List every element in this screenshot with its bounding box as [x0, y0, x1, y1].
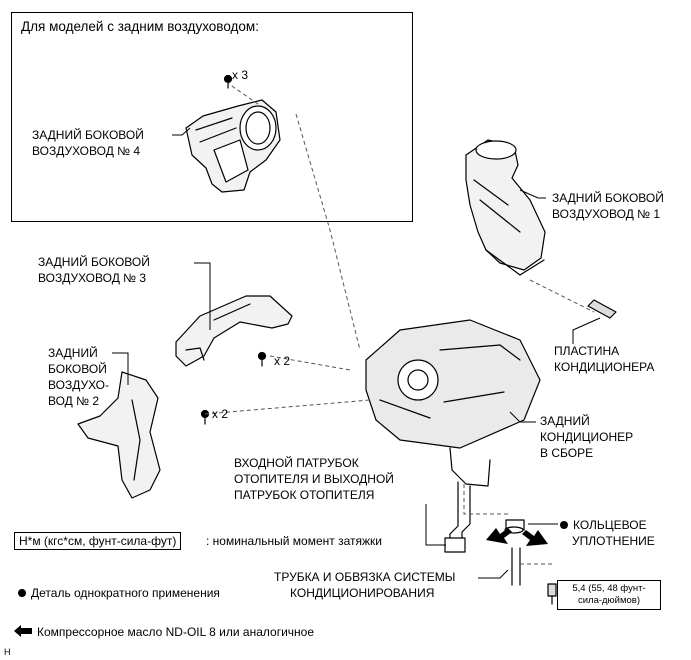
duct2-label-line3: ВОЗДУХО- — [48, 378, 110, 392]
duct2-label-line2: БОКОВОЙ — [48, 362, 107, 376]
unit-label-line2: КОНДИЦИОНЕР — [540, 430, 634, 444]
non-reusable-bullet-icon — [18, 589, 26, 597]
rear-side-duct-3-drawing — [175, 295, 293, 367]
pipes-label-line3: ПАТРУБОК ОТОПИТЕЛЯ — [234, 488, 375, 502]
heater-pipes-drawing — [444, 481, 471, 553]
plate-label-line2: КОНДИЦИОНЕРА — [554, 360, 655, 374]
screw-duct3-drawing — [257, 351, 267, 367]
oil-arrow-icon — [14, 625, 32, 637]
duct4-label-line2: ВОЗДУХОВОД № 4 — [32, 144, 141, 158]
screw-duct2-drawing — [200, 409, 210, 425]
duct1-label-line1: ЗАДНИЙ БОКОВОЙ — [552, 191, 664, 205]
torque-spec-line2: сила-дюймов) — [577, 595, 641, 606]
tube-label-line2: КОНДИЦИОНИРОВАНИЯ — [290, 586, 435, 600]
corner-mark: H — [4, 647, 11, 657]
unit-label-line1: ЗАДНИЙ — [540, 414, 590, 428]
inset-frame — [11, 12, 413, 222]
torque-spec-line1: 5,4 (55, 48 фунт- — [572, 583, 646, 594]
qty-duct2-screws: x 2 — [212, 407, 229, 421]
oring-label-line1: КОЛЬЦЕВОЕ — [560, 518, 647, 533]
air-conditioner-plate-drawing — [587, 299, 617, 319]
duct2-label-line4: ВОД № 2 — [48, 394, 100, 408]
unit-label-line3: В СБОРЕ — [540, 446, 594, 460]
rear-side-duct-2-drawing — [77, 371, 161, 499]
compressor-oil-arrows — [486, 528, 548, 546]
pipes-label-line2: ОТОПИТЕЛЯ И ВЫХОДНОЙ — [234, 472, 394, 486]
legend-unit-box: Н*м (кгс*см, фунт-сила-фут) — [14, 532, 182, 550]
duct4-label-line1: ЗАДНИЙ БОКОВОЙ — [32, 128, 144, 142]
duct1-label-line2: ВОЗДУХОВОД № 1 — [552, 207, 661, 221]
ac-tube-drawing — [504, 519, 525, 586]
rear-air-conditioner-unit-drawing — [365, 319, 541, 487]
qty-inset-screws: x 3 — [232, 68, 249, 82]
pipes-label-line1: ВХОДНОЙ ПАТРУБОК — [234, 456, 359, 470]
legend-non-reusable: Деталь однократного применения — [18, 586, 220, 601]
duct2-label-line1: ЗАДНИЙ — [48, 346, 98, 360]
duct3-label-line1: ЗАДНИЙ БОКОВОЙ — [38, 255, 150, 269]
rear-side-duct-4-drawing — [185, 99, 281, 193]
screw-inset-drawing — [223, 74, 233, 89]
qty-duct3-screws: x 2 — [274, 354, 291, 368]
torque-spec-box: 5,4 (55, 48 фунт- сила-дюймов) — [557, 580, 661, 610]
non-reusable-bullet-icon — [560, 521, 568, 529]
inset-title: Для моделей с задним воздуховодом: — [21, 19, 259, 34]
tube-label-line1: ТРУБКА И ОБВЯЗКА СИСТЕМЫ — [274, 570, 456, 584]
oring-label-line2: УПЛОТНЕНИЕ — [572, 534, 655, 548]
rear-side-duct-1-drawing — [465, 139, 546, 276]
legend-unit-text: : номинальный момент затяжки — [206, 534, 382, 548]
duct3-label-line2: ВОЗДУХОВОД № 3 — [38, 271, 147, 285]
bolt-drawing — [547, 583, 557, 605]
plate-label-line1: ПЛАСТИНА — [554, 344, 620, 358]
legend-compressor-oil: Компрессорное масло ND-OIL 8 или аналоги… — [14, 625, 314, 640]
